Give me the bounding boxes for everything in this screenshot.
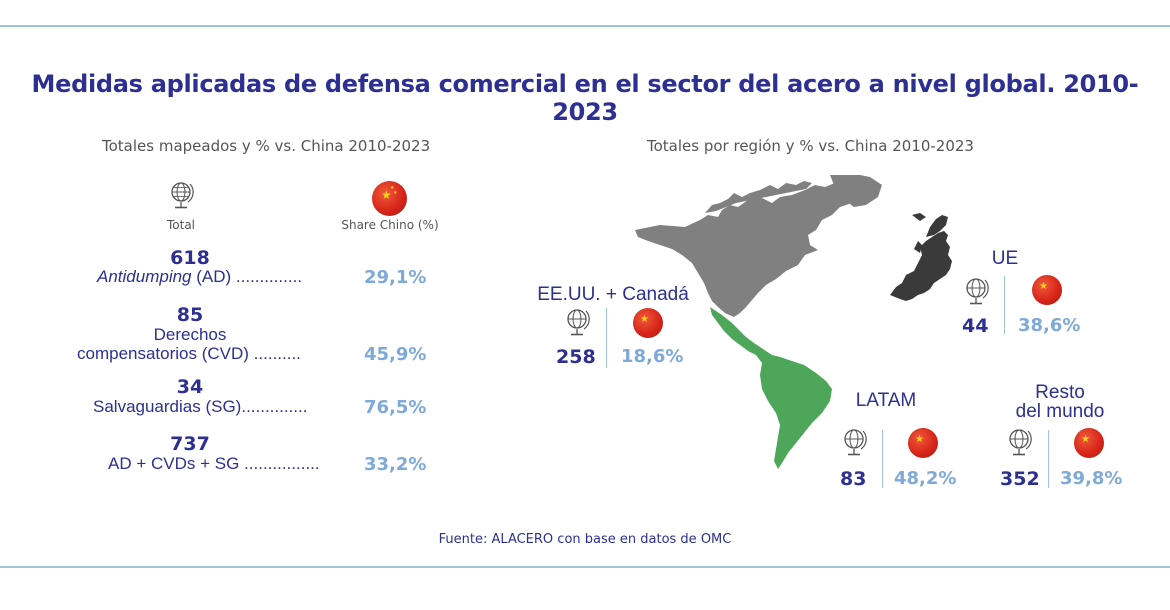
table-row-sg-total: 34 (176, 376, 204, 398)
left-subtitle: Totales mapeados y % vs. China 2010-2023 (102, 137, 431, 155)
cvd-dots: .......... (253, 344, 301, 363)
region-ue-name: UE (991, 248, 1019, 269)
table-row-ad-label: Antidumping (AD) .............. (97, 267, 302, 287)
ad-label-rest: (AD) (191, 267, 236, 286)
table-row-ad-total: 618 (170, 247, 210, 269)
globe-icon (567, 309, 590, 336)
table-row-all-share: 33,2% (364, 454, 427, 475)
region-latam-share: 48,2% (894, 468, 957, 489)
globe-icon (844, 429, 867, 456)
cvd-label-text: compensatorios (CVD) (77, 344, 254, 363)
china-flag-icon: ★ (1032, 275, 1062, 305)
arctic-islands-shape (705, 181, 812, 213)
region-rest-total: 352 (1000, 468, 1040, 490)
table-row-sg-label: Salvaguardias (SG).............. (93, 397, 307, 417)
china-flag-icon: ★ (633, 308, 663, 338)
sg-dots: .............. (241, 397, 308, 416)
all-label-text: AD + CVDs + SG (108, 454, 245, 473)
globe-icon (171, 182, 194, 209)
region-ue-divider (1004, 276, 1005, 334)
legend-share-label: Share Chino (%) (341, 218, 439, 232)
region-ue-total: 44 (962, 315, 989, 337)
sg-label-text: Salvaguardias (SG) (93, 397, 242, 416)
bottom-divider (0, 566, 1170, 568)
china-flag-icon: ★ ★ ★ (372, 181, 407, 216)
iceland-shape (912, 213, 926, 221)
chart-title: Medidas aplicadas de defensa comercial e… (31, 70, 1139, 126)
table-row-all-label: AD + CVDs + SG ................ (108, 454, 320, 474)
region-rest-divider (1048, 430, 1049, 488)
region-latam-name: LATAM (855, 390, 917, 411)
region-ue-share: 38,6% (1018, 315, 1081, 336)
source-note: Fuente: ALACERO con base en datos de OMC (438, 532, 732, 547)
top-divider (0, 25, 1170, 27)
latam-shape (710, 307, 832, 469)
table-row-sg-share: 76,5% (364, 397, 427, 418)
region-latam-divider (882, 430, 883, 488)
table-row-cvd-label-2: compensatorios (CVD) .......... (77, 344, 301, 364)
world-map (635, 175, 952, 469)
north-america-shape (635, 183, 855, 317)
region-usca-divider (606, 308, 607, 368)
legend-total-label: Total (166, 218, 196, 232)
region-rest-share: 39,8% (1060, 468, 1123, 489)
region-usca-name: EE.UU. + Canadá (537, 284, 689, 305)
ad-label-italic: Antidumping (97, 267, 192, 286)
china-flag-icon: ★ (908, 428, 938, 458)
all-dots: ................ (244, 454, 320, 473)
globe-icon (966, 278, 989, 305)
region-rest-name-line1: Resto (1035, 382, 1085, 403)
europe-shape (890, 231, 952, 301)
right-subtitle: Totales por región y % vs. China 2010-20… (647, 137, 974, 155)
table-row-ad-share: 29,1% (364, 267, 427, 288)
table-row-cvd-total: 85 (176, 304, 204, 326)
region-rest-name-line2: del mundo (1015, 401, 1105, 422)
region-usca-share: 18,6% (621, 346, 684, 367)
uk-shape (914, 241, 922, 253)
scandinavia-shape (926, 215, 948, 237)
table-row-all-total: 737 (170, 433, 210, 455)
table-row-cvd-share: 45,9% (364, 344, 427, 365)
greenland-shape (830, 175, 882, 207)
globe-icon (1009, 429, 1032, 456)
region-latam-total: 83 (840, 468, 867, 490)
ad-dots: .............. (235, 267, 303, 286)
table-row-cvd-label-1: Derechos (153, 325, 227, 344)
china-flag-icon: ★ (1074, 428, 1104, 458)
region-usca-total: 258 (556, 346, 596, 368)
